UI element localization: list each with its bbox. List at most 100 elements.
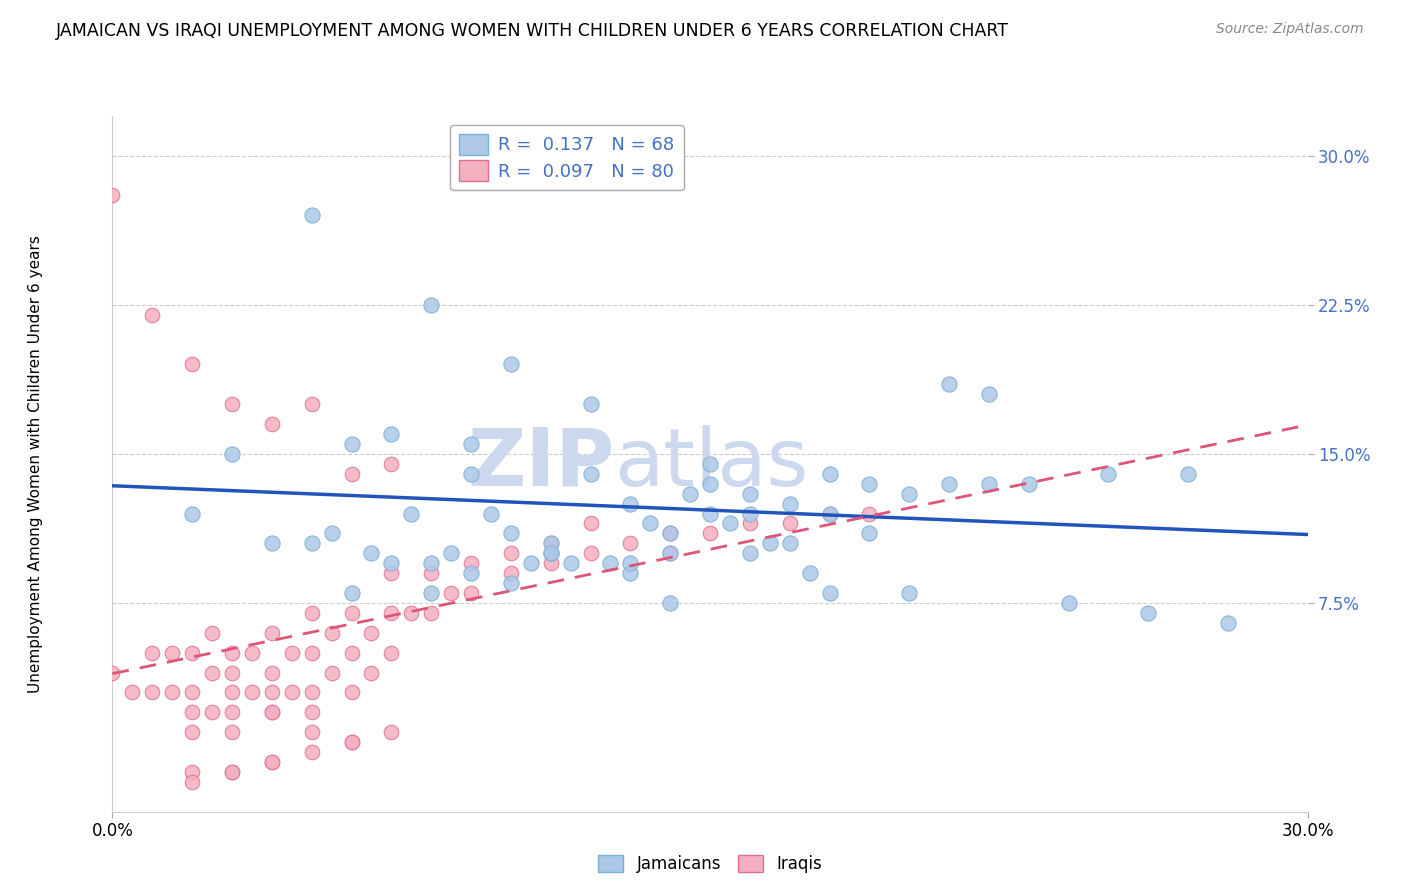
- Point: [101, 188, 124, 202]
- Point: [499, 526, 522, 541]
- Point: [420, 298, 443, 312]
- Point: [699, 457, 721, 471]
- Point: [738, 507, 761, 521]
- Point: [162, 685, 183, 699]
- Point: [638, 516, 662, 531]
- Point: [360, 625, 382, 640]
- Point: [1057, 596, 1080, 610]
- Point: [738, 516, 761, 531]
- Point: [1097, 467, 1119, 481]
- Point: [360, 665, 382, 680]
- Point: [221, 665, 243, 680]
- Point: [321, 665, 343, 680]
- Legend: Jamaicans, Iraqis: Jamaicans, Iraqis: [592, 848, 828, 880]
- Point: [540, 536, 562, 550]
- Point: [659, 526, 682, 541]
- Point: [659, 546, 682, 560]
- Point: [779, 497, 801, 511]
- Point: [141, 685, 163, 699]
- Point: [301, 685, 323, 699]
- Point: [619, 497, 641, 511]
- Point: [699, 476, 721, 491]
- Point: [818, 507, 841, 521]
- Point: [380, 566, 402, 581]
- Point: [619, 556, 641, 570]
- Point: [938, 476, 960, 491]
- Point: [540, 556, 562, 570]
- Point: [659, 596, 682, 610]
- Point: [738, 486, 761, 500]
- Point: [240, 685, 263, 699]
- Point: [260, 706, 283, 720]
- Point: [301, 397, 323, 411]
- Point: [321, 526, 343, 541]
- Point: [181, 764, 204, 779]
- Point: [221, 646, 243, 660]
- Point: [699, 507, 721, 521]
- Point: [301, 745, 323, 759]
- Point: [738, 546, 761, 560]
- Point: [420, 586, 443, 600]
- Point: [141, 646, 163, 660]
- Point: [340, 646, 363, 660]
- Point: [440, 586, 463, 600]
- Point: [499, 546, 522, 560]
- Text: Unemployment Among Women with Children Under 6 years: Unemployment Among Women with Children U…: [28, 235, 42, 693]
- Point: [260, 417, 283, 431]
- Point: [460, 586, 482, 600]
- Point: [240, 646, 263, 660]
- Point: [260, 665, 283, 680]
- Point: [818, 467, 841, 481]
- Point: [679, 486, 702, 500]
- Point: [380, 725, 402, 739]
- Point: [579, 397, 602, 411]
- Point: [858, 507, 880, 521]
- Point: [460, 566, 482, 581]
- Point: [181, 646, 204, 660]
- Point: [420, 566, 443, 581]
- Point: [301, 208, 323, 222]
- Point: [659, 526, 682, 541]
- Point: [121, 685, 143, 699]
- Point: [181, 706, 204, 720]
- Point: [520, 556, 543, 570]
- Point: [858, 476, 880, 491]
- Point: [659, 546, 682, 560]
- Point: [201, 625, 224, 640]
- Point: [1018, 476, 1040, 491]
- Point: [281, 646, 304, 660]
- Point: [579, 516, 602, 531]
- Point: [221, 397, 243, 411]
- Point: [499, 358, 522, 372]
- Point: [260, 755, 283, 769]
- Point: [141, 308, 163, 322]
- Point: [540, 546, 562, 560]
- Point: [221, 764, 243, 779]
- Point: [301, 536, 323, 550]
- Point: [301, 706, 323, 720]
- Point: [818, 586, 841, 600]
- Point: [221, 764, 243, 779]
- Point: [440, 546, 463, 560]
- Point: [560, 556, 582, 570]
- Point: [340, 437, 363, 451]
- Point: [360, 546, 382, 560]
- Point: [340, 735, 363, 749]
- Point: [420, 556, 443, 570]
- Point: [1137, 606, 1160, 620]
- Point: [499, 566, 522, 581]
- Point: [101, 665, 124, 680]
- Point: [321, 625, 343, 640]
- Point: [221, 447, 243, 461]
- Point: [718, 516, 741, 531]
- Point: [420, 606, 443, 620]
- Point: [260, 536, 283, 550]
- Point: [579, 546, 602, 560]
- Point: [858, 526, 880, 541]
- Point: [401, 507, 423, 521]
- Point: [779, 536, 801, 550]
- Point: [162, 646, 183, 660]
- Point: [579, 467, 602, 481]
- Text: ZIP: ZIP: [467, 425, 614, 503]
- Point: [460, 437, 482, 451]
